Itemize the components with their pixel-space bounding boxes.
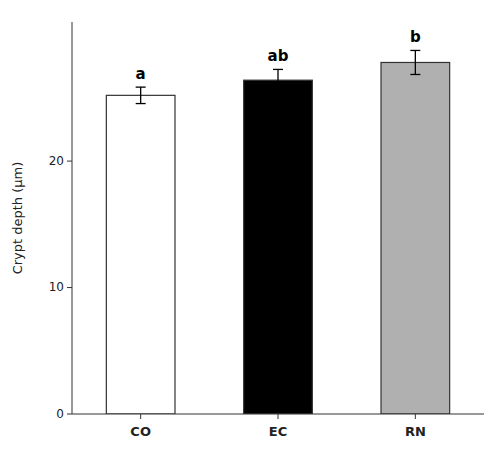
y-tick xyxy=(67,161,72,162)
chart: a ab b 0 10 20 CO EC RN Crypt depth (μm) xyxy=(0,0,500,466)
bar xyxy=(244,80,313,414)
x-tick xyxy=(278,414,279,419)
y-tick xyxy=(67,414,72,415)
error-bar xyxy=(136,87,146,103)
x-tick xyxy=(140,414,141,419)
annotation: b xyxy=(410,28,421,46)
error-cap xyxy=(136,103,146,104)
error-cap xyxy=(410,74,420,75)
error-cap xyxy=(136,86,146,87)
annotation: a xyxy=(136,65,146,83)
error-bar xyxy=(273,69,283,90)
y-tick-label: 20 xyxy=(49,154,64,168)
x-tick-label: RN xyxy=(405,424,426,439)
error-cap xyxy=(273,69,283,70)
x-tick-label: EC xyxy=(269,424,287,439)
y-axis-line xyxy=(72,22,73,414)
bars xyxy=(106,62,449,414)
bar xyxy=(106,95,175,414)
error-cap xyxy=(410,50,420,51)
y-axis-label: Crypt depth (μm) xyxy=(10,162,25,275)
y-tick-label: 10 xyxy=(49,280,64,294)
error-stem xyxy=(415,50,416,74)
error-stem xyxy=(140,87,141,103)
y-tick-label: 0 xyxy=(56,407,64,421)
x-tick xyxy=(415,414,416,419)
y-tick xyxy=(67,287,72,288)
annotation: ab xyxy=(268,47,289,65)
error-bar xyxy=(410,50,420,74)
error-cap xyxy=(273,90,283,91)
x-tick-label: CO xyxy=(130,424,151,439)
bar xyxy=(381,62,450,414)
error-stem xyxy=(277,69,278,90)
